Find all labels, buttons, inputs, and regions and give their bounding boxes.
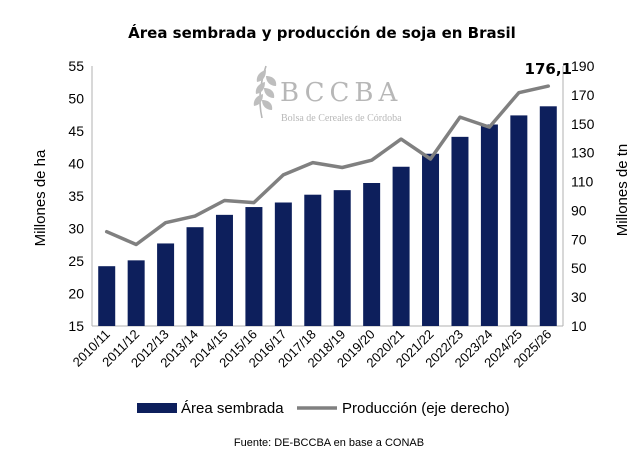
bar: [245, 207, 263, 326]
watermark: BCCBA Bolsa de Cereales de Córdoba: [253, 65, 402, 124]
legend-bar-swatch: [137, 403, 177, 413]
annotations: 176,1: [525, 60, 572, 78]
legend: Área sembrada Producción (eje derecho): [137, 400, 510, 417]
legend-line-label: Producción (eje derecho): [342, 400, 510, 417]
y-left-tick-label: 35: [68, 188, 84, 204]
x-axis-ticks: 2010/112011/122012/132013/142014/152015/…: [70, 327, 555, 371]
wheat-icon: [253, 65, 277, 119]
bar: [333, 190, 351, 326]
y-right-tick-label: 130: [571, 145, 595, 161]
watermark-subtitle: Bolsa de Cereales de Córdoba: [281, 113, 402, 124]
y-axis-left-label: Millones de ha: [32, 149, 49, 246]
bar: [127, 260, 145, 326]
legend-bar-label: Área sembrada: [181, 400, 284, 417]
data-label: 176,1: [525, 60, 572, 78]
y-right-tick-label: 30: [571, 289, 587, 305]
bar: [480, 124, 498, 326]
bar-series: [98, 106, 557, 327]
bar: [215, 214, 233, 326]
bar: [157, 243, 175, 326]
y-right-tick-label: 10: [571, 318, 587, 334]
y-right-tick-label: 90: [571, 202, 587, 218]
y-right-tick-label: 170: [571, 87, 595, 103]
watermark-name: BCCBA: [280, 78, 402, 108]
bar: [274, 202, 292, 326]
y-left-tick-label: 20: [68, 286, 84, 302]
chart-title: Área sembrada y producción de soja en Br…: [128, 23, 516, 42]
y-left-tick-label: 40: [68, 156, 84, 172]
y-right-tick-label: 190: [571, 58, 595, 74]
bar: [98, 266, 116, 326]
y-axis-left-ticks: 15 20 25 30 35 40 45 50 55: [68, 58, 84, 334]
production-line: [104, 84, 551, 247]
y-right-tick-label: 70: [571, 231, 587, 247]
y-axis-right-label: Millones de tn: [614, 144, 631, 237]
y-right-tick-label: 50: [571, 260, 587, 276]
y-left-tick-label: 50: [68, 91, 84, 107]
y-left-tick-label: 25: [68, 253, 84, 269]
y-left-tick-label: 30: [68, 221, 84, 237]
bar: [451, 136, 469, 326]
y-axis-right-ticks: 10 30 50 70 90 110 130 150 170 190: [571, 58, 595, 334]
bar: [539, 106, 557, 326]
source-note: Fuente: DE-BCCBA en base a CONAB: [234, 437, 424, 449]
y-right-tick-label: 110: [571, 174, 594, 190]
bar: [186, 227, 204, 326]
bar: [392, 166, 410, 326]
bar: [304, 194, 322, 326]
y-left-tick-label: 45: [68, 123, 84, 139]
y-left-tick-label: 55: [68, 58, 84, 74]
bar: [510, 115, 528, 327]
bar: [363, 183, 381, 326]
bar: [422, 153, 440, 326]
y-right-tick-label: 150: [571, 116, 595, 132]
line-series: [104, 84, 551, 247]
y-left-tick-label: 15: [68, 318, 84, 334]
